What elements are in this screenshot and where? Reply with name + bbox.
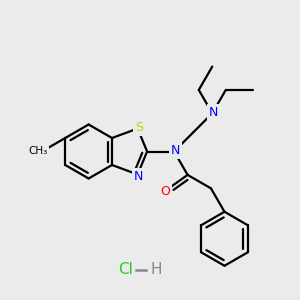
Text: N: N [208, 106, 218, 119]
Text: Cl: Cl [118, 262, 134, 278]
Text: S: S [135, 121, 143, 134]
Text: O: O [160, 185, 169, 198]
Text: N: N [170, 144, 180, 157]
Text: H: H [150, 262, 162, 278]
Text: N: N [134, 170, 143, 183]
Text: CH₃: CH₃ [28, 146, 47, 157]
